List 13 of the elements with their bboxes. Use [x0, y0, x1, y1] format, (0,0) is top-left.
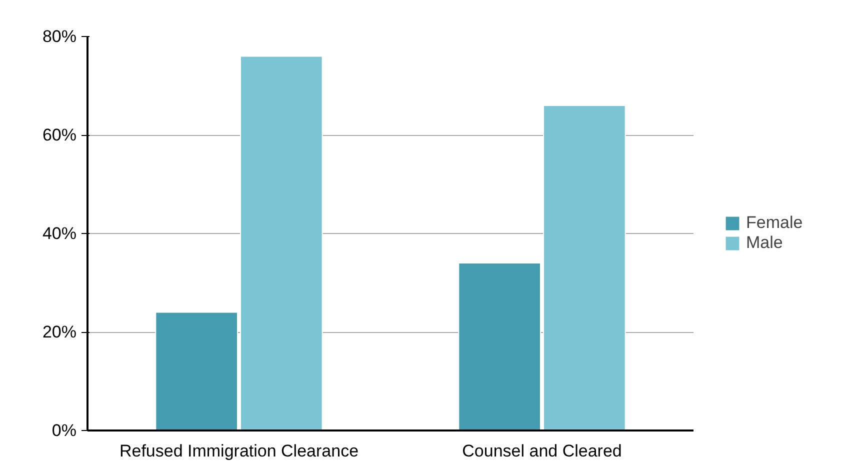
bar [543, 104, 626, 430]
x-tick-label: Refused Immigration Clearance [119, 442, 359, 460]
x-tick-label: Counsel and Cleared [462, 442, 622, 460]
y-tick-label: 20% [42, 322, 77, 342]
legend-label: Female [746, 213, 804, 233]
y-tick-label: 40% [42, 224, 77, 243]
legend-label: Male [746, 233, 784, 253]
y-tick-label: 0% [52, 421, 77, 440]
y-tick-label: 80% [42, 27, 77, 46]
bar [240, 56, 323, 430]
y-tick-label: 60% [42, 126, 77, 144]
bar [155, 312, 238, 430]
bar [458, 262, 541, 430]
